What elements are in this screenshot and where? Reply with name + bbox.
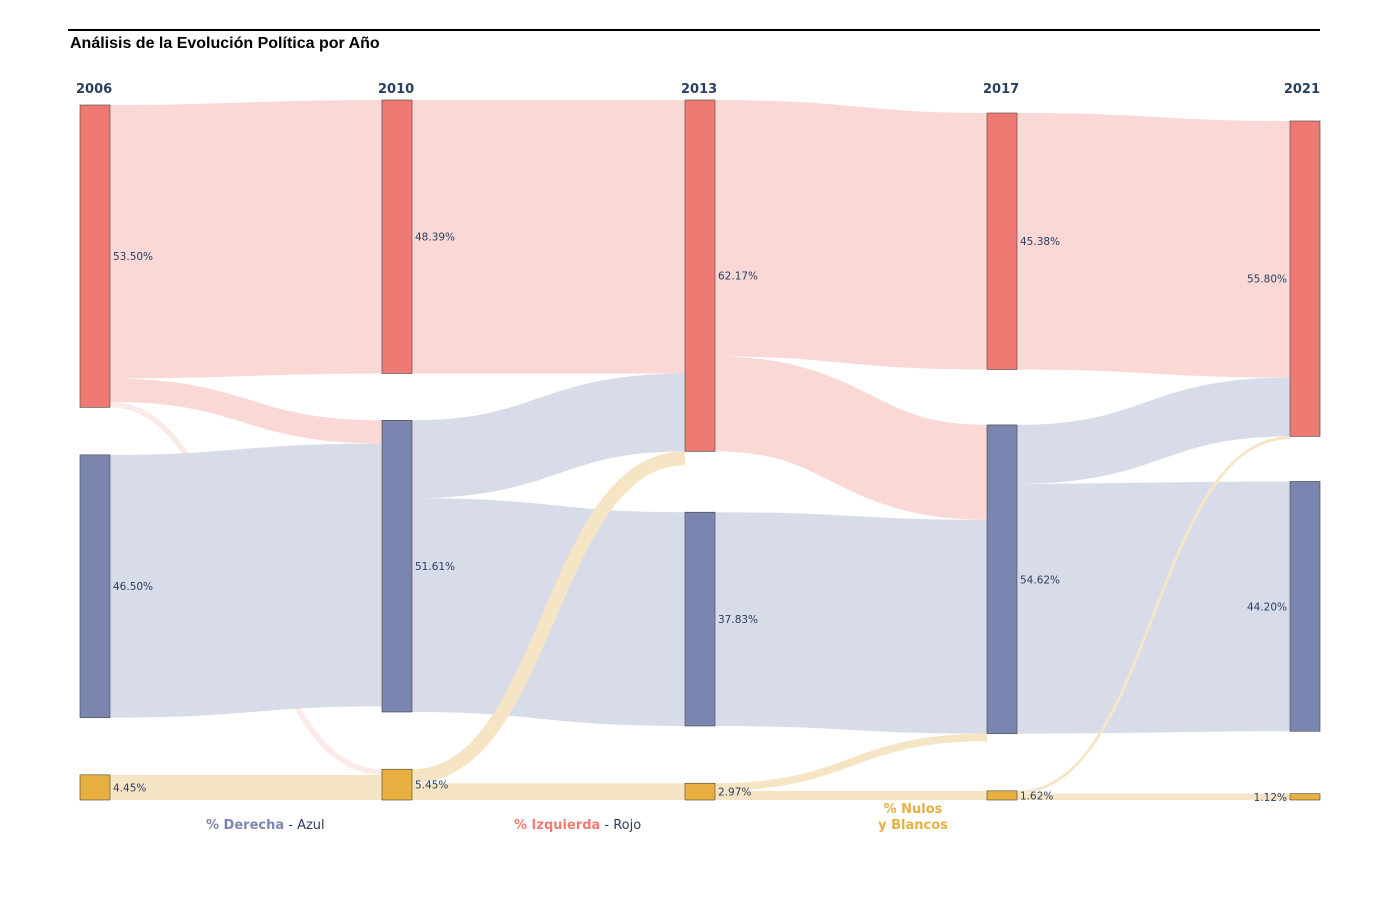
- node-2017-derecha[interactable]: [986, 424, 1018, 734]
- link-2010-nulos-to-2013-izquierda: [411, 451, 686, 784]
- link-2010-derecha-to-2013-izquierda: [411, 373, 686, 499]
- link-2006-derecha-to-2010-derecha: [109, 443, 383, 718]
- node-2006-derecha[interactable]: [79, 454, 111, 718]
- link-2017-izquierda-to-2021-izquierda: [1016, 113, 1291, 378]
- node-label-2010-nulos: 5.45%: [415, 780, 448, 792]
- link-2017-derecha-to-2021-izquierda: [1016, 377, 1291, 484]
- title-rule: [68, 29, 1320, 31]
- links-layer: [109, 99, 1291, 801]
- node-2021-izquierda[interactable]: [1289, 120, 1321, 437]
- legend-nulos: % Nulos y Blancos: [870, 802, 956, 834]
- legend-derecha-suffix: - Azul: [284, 818, 325, 833]
- year-label-2013: 2013: [681, 82, 717, 97]
- link-2017-nulos-to-2021-izquierda: [1016, 436, 1291, 794]
- legend-nulos-line2: y Blancos: [878, 818, 948, 833]
- node-2006-nulos[interactable]: [79, 774, 111, 801]
- legend-derecha: % Derecha - Azul: [206, 818, 325, 833]
- labels-layer: 53.50% 46.50% 4.45% 48.39% 51.61% 5.45% 62.17%…: [76, 82, 1320, 804]
- year-label-2010: 2010: [378, 82, 414, 97]
- link-2017-derecha-to-2021-derecha: [1016, 481, 1291, 734]
- node-2017-izquierda[interactable]: [986, 112, 1018, 370]
- legend-nulos-line1: % Nulos: [883, 802, 943, 817]
- chart-title: Análisis de la Evolución Política por Añ…: [70, 35, 380, 52]
- legend-izquierda-label: % Izquierda: [514, 818, 601, 833]
- node-label-2013-derecha: 37.83%: [718, 614, 758, 626]
- link-2013-izquierda-to-2017-derecha: [714, 356, 988, 520]
- node-label-2021-nulos: 1.12%: [1254, 792, 1287, 804]
- node-label-2006-nulos: 4.45%: [113, 782, 146, 794]
- node-2010-nulos[interactable]: [381, 768, 413, 801]
- legend-derecha-label: % Derecha: [206, 818, 285, 833]
- node-label-2021-derecha: 44.20%: [1247, 601, 1287, 613]
- node-2013-izquierda[interactable]: [684, 99, 716, 452]
- node-label-2013-nulos: 2.97%: [718, 787, 751, 799]
- node-2017-nulos[interactable]: [986, 790, 1018, 801]
- node-2006-izquierda[interactable]: [79, 104, 111, 408]
- year-label-2021: 2021: [1284, 82, 1320, 97]
- node-label-2017-derecha: 54.62%: [1020, 574, 1060, 586]
- legend-izquierda-suffix: - Rojo: [600, 818, 642, 833]
- node-2010-izquierda[interactable]: [381, 99, 413, 374]
- node-2021-derecha[interactable]: [1289, 481, 1321, 732]
- node-2013-nulos[interactable]: [684, 782, 716, 801]
- node-2021-nulos[interactable]: [1289, 793, 1321, 801]
- link-2013-izquierda-to-2017-izquierda: [714, 100, 988, 370]
- node-2013-derecha[interactable]: [684, 511, 716, 727]
- node-2010-derecha[interactable]: [381, 419, 413, 713]
- node-label-2013-izquierda: 62.17%: [718, 271, 758, 283]
- link-2006-izquierda-to-2010-derecha: [109, 378, 383, 444]
- link-2013-derecha-to-2017-derecha: [714, 512, 988, 734]
- link-2013-nulos-to-2017-derecha: [714, 733, 988, 791]
- node-label-2021-izquierda: 55.80%: [1247, 274, 1287, 286]
- link-2006-izquierda-to-2010-izquierda: [109, 99, 383, 379]
- node-label-2006-derecha: 46.50%: [113, 581, 153, 593]
- year-label-2006: 2006: [76, 82, 112, 97]
- year-label-2017: 2017: [983, 82, 1019, 97]
- node-label-2010-derecha: 51.61%: [415, 561, 455, 573]
- legend-izquierda: % Izquierda - Rojo: [514, 818, 641, 833]
- node-label-2017-nulos: 1.62%: [1020, 790, 1053, 802]
- node-label-2010-izquierda: 48.39%: [415, 232, 455, 244]
- node-label-2017-izquierda: 45.38%: [1020, 236, 1060, 248]
- node-label-2006-izquierda: 53.50%: [113, 251, 153, 263]
- nodes-layer: [79, 99, 1321, 801]
